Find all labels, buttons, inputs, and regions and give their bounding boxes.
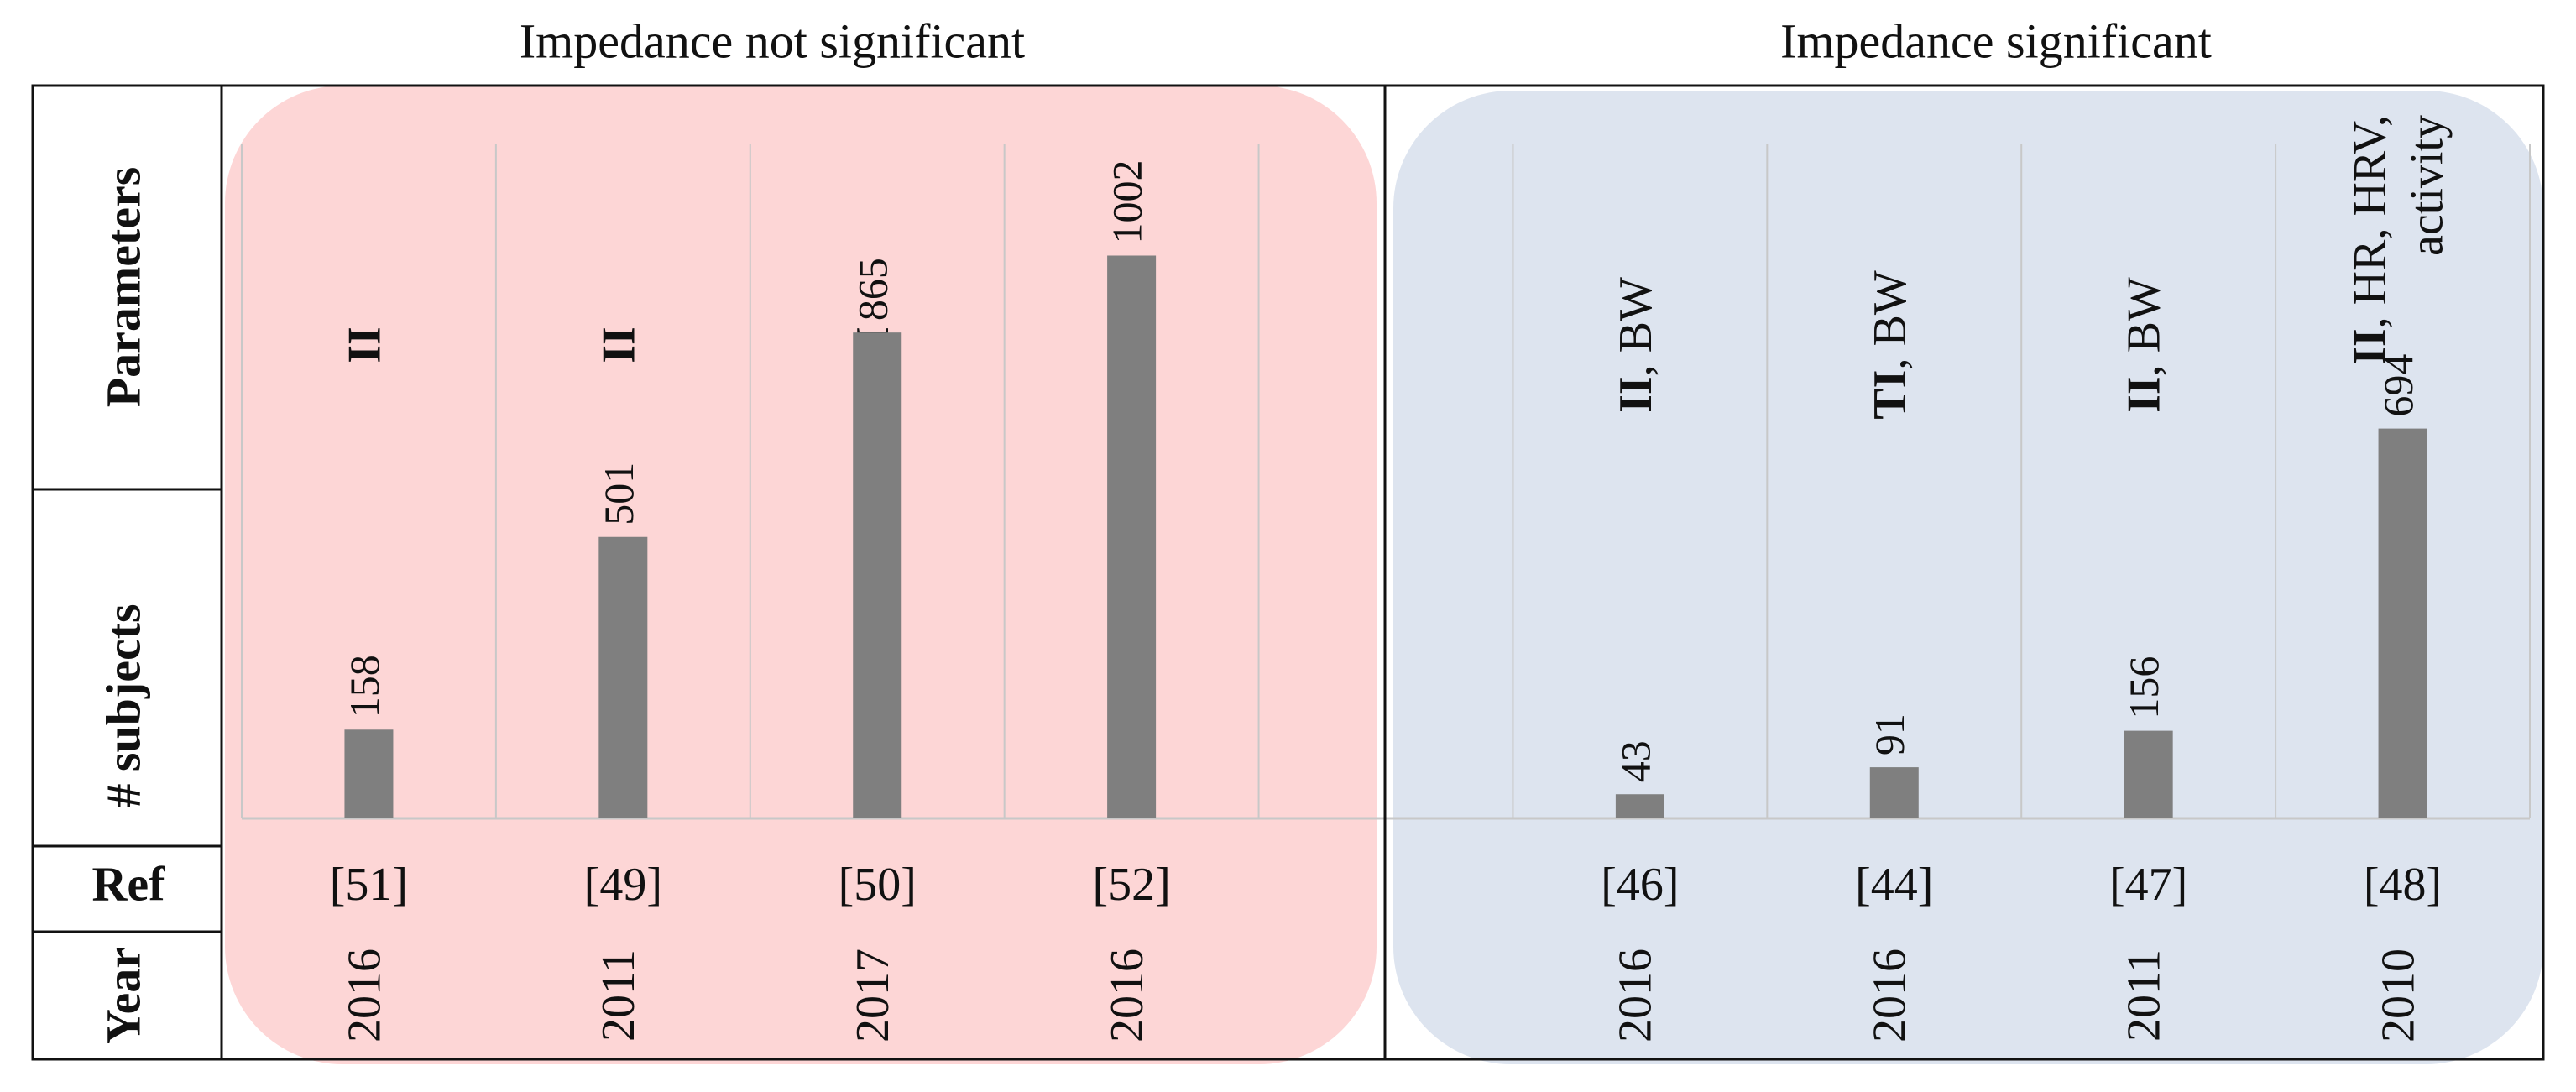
year-label: 2011 — [2119, 949, 2171, 1042]
ref-label: [51] — [330, 859, 408, 911]
bar — [2378, 428, 2427, 818]
bar — [1869, 767, 1919, 818]
bar — [853, 332, 902, 818]
year-label: 2016 — [1101, 948, 1153, 1042]
value-label: 43 — [1612, 740, 1659, 782]
table-border — [31, 84, 2545, 1061]
group-title: Impedance not significant — [520, 13, 1025, 68]
value-label: 1002 — [1104, 159, 1151, 243]
ref-label: [47] — [2109, 859, 2187, 911]
ref-label: [52] — [1092, 859, 1170, 911]
parameter-label: II, HR, HRV, — [2343, 115, 2396, 365]
group-background — [1393, 91, 2543, 1064]
group-background — [225, 86, 1377, 1064]
bar — [1615, 794, 1664, 818]
group-title: Impedance significant — [1780, 13, 2212, 68]
value-label: 156 — [2120, 656, 2167, 719]
parameter-label: TI, BW — [1864, 270, 1916, 420]
year-label: 2016 — [338, 948, 390, 1042]
value-label: 91 — [1866, 713, 1913, 755]
row-label: Parameters — [96, 167, 150, 408]
year-label: 2010 — [2372, 948, 2424, 1042]
parameter-label: II — [338, 327, 390, 363]
value-label: 501 — [595, 462, 642, 525]
year-label: 2017 — [847, 948, 899, 1042]
parameter-label: II — [593, 327, 645, 363]
ref-label: [44] — [1855, 859, 1933, 911]
year-label: 2011 — [593, 949, 645, 1042]
ref-label: [49] — [584, 859, 662, 911]
parameter-label: II, BW — [2119, 277, 2171, 413]
row-label: Year — [96, 947, 150, 1044]
row-label: Ref — [92, 856, 166, 911]
ref-label: [48] — [2364, 859, 2442, 911]
table-lines — [31, 84, 2545, 1061]
bar — [2124, 730, 2173, 818]
parameter-label: II, BW — [1610, 277, 1662, 413]
ref-label: [50] — [839, 859, 917, 911]
bar — [1107, 255, 1157, 818]
row-label: # subjects — [96, 603, 150, 807]
bar — [598, 536, 648, 818]
value-label: 865 — [849, 258, 896, 321]
value-label: 694 — [2375, 354, 2422, 417]
value-label: 158 — [341, 655, 388, 718]
year-label: 2016 — [1610, 948, 1662, 1042]
bar — [344, 729, 394, 818]
year-label: 2016 — [1864, 948, 1916, 1042]
ref-label: [46] — [1601, 859, 1679, 911]
parameter-label: activity — [2401, 115, 2453, 256]
